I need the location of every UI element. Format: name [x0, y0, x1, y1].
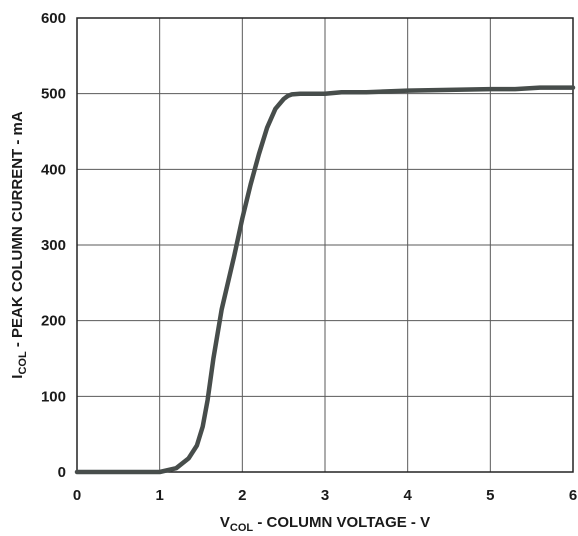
grid [76, 17, 574, 473]
y-axis-label-rest: - PEAK COLUMN CURRENT - mA [9, 111, 26, 351]
y-tick-label-3: 300 [41, 237, 66, 254]
x-tick-label-5: 5 [486, 487, 494, 504]
x-tick-labels: 0 1 2 3 4 5 6 [73, 487, 577, 504]
y-tick-labels: 0 100 200 300 400 500 600 [41, 10, 66, 481]
x-tick-label-2: 2 [238, 487, 246, 504]
y-tick-label-6: 600 [41, 10, 66, 27]
x-tick-label-4: 4 [403, 487, 412, 504]
y-axis-label-main: I [9, 375, 26, 379]
series-layer [74, 85, 576, 475]
y-tick-label-1: 100 [41, 388, 66, 405]
series-line-0 [74, 85, 576, 475]
y-axis-label: ICOL - PEAK COLUMN CURRENT - mA [9, 111, 29, 379]
x-tick-label-6: 6 [569, 487, 577, 504]
y-tick-label-5: 500 [41, 86, 66, 103]
x-tick-label-1: 1 [155, 487, 163, 504]
x-tick-label-3: 3 [321, 487, 329, 504]
y-tick-label-4: 400 [41, 161, 66, 178]
y-axis-label-sub: COL [17, 351, 29, 375]
y-tick-label-0: 0 [58, 464, 66, 481]
x-axis-label-sub: COL [230, 522, 254, 534]
x-axis-label-rest: - COLUMN VOLTAGE - V [253, 514, 430, 531]
plot-frame [76, 17, 574, 473]
y-tick-label-2: 200 [41, 313, 66, 330]
x-axis-label-main: V [220, 514, 230, 531]
x-tick-label-0: 0 [73, 487, 81, 504]
x-axis-label: VCOL - COLUMN VOLTAGE - V [220, 514, 430, 534]
